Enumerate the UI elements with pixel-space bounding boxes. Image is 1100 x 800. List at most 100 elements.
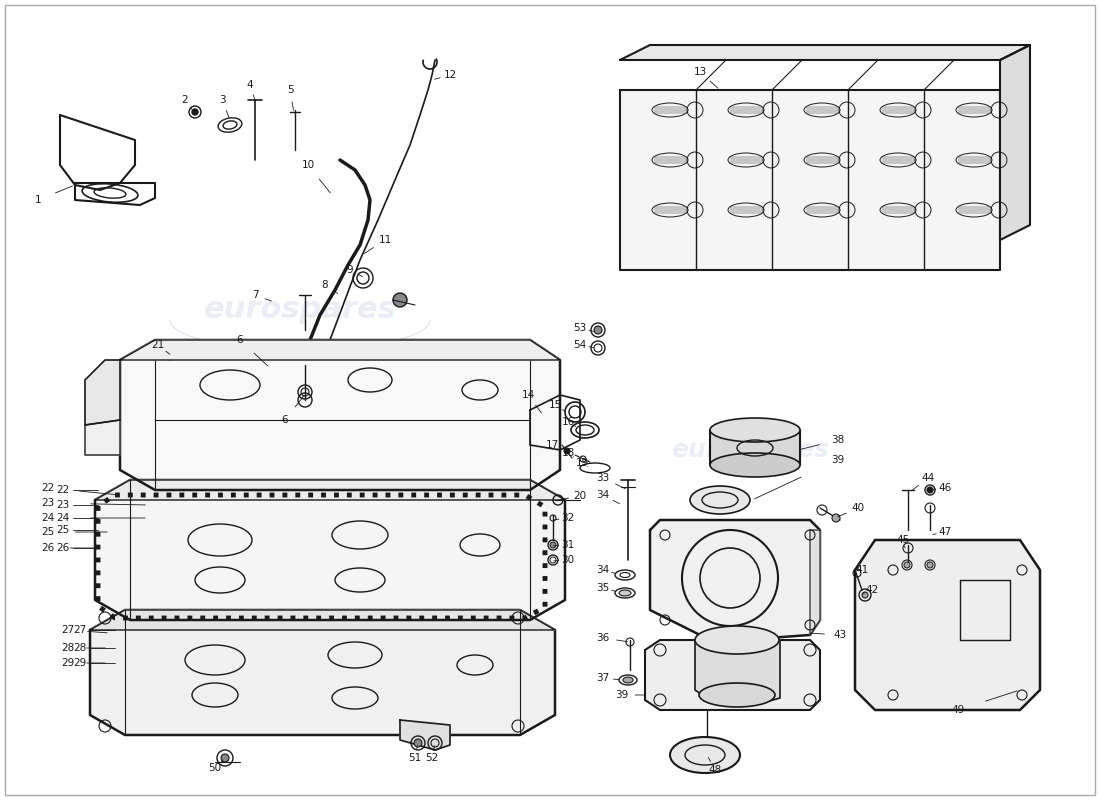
Text: 34: 34: [596, 490, 609, 500]
Text: 45: 45: [896, 535, 910, 545]
Text: 10: 10: [301, 160, 315, 170]
Text: 12: 12: [443, 70, 456, 80]
Ellipse shape: [670, 737, 740, 773]
Ellipse shape: [710, 453, 800, 477]
Text: eurospares: eurospares: [204, 295, 396, 325]
Circle shape: [927, 562, 933, 568]
Text: 34: 34: [596, 565, 609, 575]
Text: 29: 29: [62, 658, 75, 668]
Text: 24: 24: [42, 513, 55, 523]
Text: 36: 36: [596, 633, 609, 643]
Text: 28: 28: [62, 643, 75, 653]
Polygon shape: [710, 430, 800, 465]
Text: 16: 16: [561, 417, 574, 427]
Text: 4: 4: [246, 80, 253, 90]
Polygon shape: [645, 640, 820, 710]
Circle shape: [192, 109, 198, 115]
Polygon shape: [90, 610, 556, 630]
Ellipse shape: [690, 486, 750, 514]
Text: 7: 7: [252, 290, 258, 300]
Text: 26: 26: [56, 543, 69, 553]
Polygon shape: [695, 640, 780, 705]
Text: 25: 25: [56, 525, 69, 535]
Polygon shape: [620, 45, 1030, 60]
Text: 41: 41: [856, 565, 869, 575]
Text: 22: 22: [42, 483, 55, 493]
Text: 18: 18: [561, 448, 574, 458]
Circle shape: [927, 487, 933, 493]
Text: 48: 48: [708, 765, 722, 775]
Ellipse shape: [710, 418, 800, 442]
Polygon shape: [620, 90, 1000, 270]
Polygon shape: [855, 540, 1040, 710]
Text: eurospares: eurospares: [671, 438, 829, 462]
Text: 50: 50: [208, 763, 221, 773]
Text: 37: 37: [596, 673, 609, 683]
Text: 14: 14: [521, 390, 535, 400]
Text: 22: 22: [56, 485, 69, 495]
Polygon shape: [120, 340, 560, 360]
Text: 43: 43: [834, 630, 847, 640]
Text: 27: 27: [74, 625, 87, 635]
Text: 31: 31: [561, 540, 574, 550]
Text: 23: 23: [42, 498, 55, 508]
Text: 40: 40: [851, 503, 865, 513]
Circle shape: [414, 739, 422, 747]
Text: 51: 51: [408, 753, 421, 763]
Text: 29: 29: [74, 658, 87, 668]
Ellipse shape: [698, 683, 776, 707]
Text: 23: 23: [56, 500, 69, 510]
Text: 6: 6: [236, 335, 243, 345]
Text: 1: 1: [35, 195, 42, 205]
Text: 38: 38: [832, 435, 845, 445]
Text: 47: 47: [938, 527, 952, 537]
Circle shape: [165, 350, 175, 360]
Circle shape: [904, 562, 910, 568]
Text: 8: 8: [321, 280, 328, 290]
Polygon shape: [90, 610, 556, 735]
Polygon shape: [120, 340, 560, 490]
Polygon shape: [95, 480, 565, 620]
Text: 5: 5: [287, 85, 294, 95]
Text: 32: 32: [561, 513, 574, 523]
Text: 27: 27: [62, 625, 75, 635]
Text: 13: 13: [693, 67, 706, 77]
Text: 54: 54: [573, 340, 586, 350]
Text: 33: 33: [596, 473, 609, 483]
Text: 20: 20: [573, 491, 586, 501]
Circle shape: [221, 754, 229, 762]
Circle shape: [594, 326, 602, 334]
Text: 6: 6: [282, 415, 288, 425]
Text: 26: 26: [42, 543, 55, 553]
Text: 39: 39: [832, 455, 845, 465]
Ellipse shape: [623, 677, 632, 683]
Text: 24: 24: [56, 513, 69, 523]
Circle shape: [862, 592, 868, 598]
Text: 42: 42: [866, 585, 879, 595]
Text: 17: 17: [546, 440, 559, 450]
Text: 52: 52: [426, 753, 439, 763]
Circle shape: [564, 448, 570, 454]
Text: 49: 49: [952, 705, 965, 715]
Text: 11: 11: [378, 235, 392, 245]
Text: 39: 39: [615, 690, 628, 700]
Text: 35: 35: [596, 583, 609, 593]
Text: 2: 2: [182, 95, 188, 105]
Ellipse shape: [619, 590, 631, 596]
Text: 3: 3: [219, 95, 225, 105]
Polygon shape: [650, 520, 820, 640]
Polygon shape: [810, 530, 820, 635]
Polygon shape: [1000, 45, 1030, 240]
Text: 30: 30: [561, 555, 574, 565]
Text: 19: 19: [575, 458, 589, 468]
Text: 53: 53: [573, 323, 586, 333]
Polygon shape: [85, 360, 120, 425]
Text: 28: 28: [74, 643, 87, 653]
Text: 44: 44: [922, 473, 935, 483]
Polygon shape: [400, 720, 450, 750]
Polygon shape: [85, 420, 120, 455]
Ellipse shape: [695, 626, 779, 654]
Circle shape: [832, 514, 840, 522]
Circle shape: [393, 293, 407, 307]
Text: 15: 15: [549, 400, 562, 410]
